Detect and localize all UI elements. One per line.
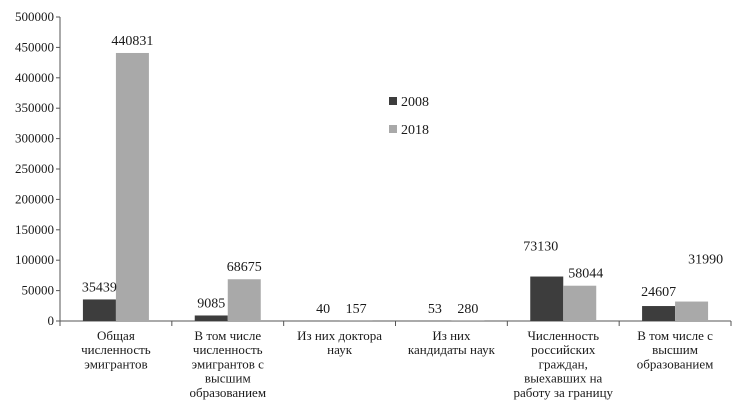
data-label-2008-4: 73130 [523, 240, 558, 255]
y-axis-ticks: 0 50000 100000 150000 200000 250000 300000 3500… [15, 9, 60, 328]
y-tick-label: 450000 [15, 39, 54, 54]
category-label-line: высшим [652, 342, 698, 357]
data-label-2008-1: 9085 [197, 296, 225, 311]
y-tick-label: 0 [48, 313, 55, 328]
legend-swatch-2018 [389, 125, 397, 133]
data-label-2018-4: 58044 [568, 267, 603, 282]
category-label-line: эмигрантов [84, 356, 147, 371]
category-label-line: российских [531, 342, 596, 357]
category-label-line: В том числе с [637, 328, 713, 343]
y-tick-label: 350000 [15, 100, 54, 115]
category-label-line: кандидаты наук [408, 342, 496, 357]
y-tick-label: 250000 [15, 161, 54, 176]
bar-2018-0 [115, 52, 149, 321]
bar-2008-0 [82, 299, 116, 321]
axes [59, 17, 732, 326]
y-tick-label: 150000 [15, 222, 54, 237]
data-label-2018-3: 280 [457, 302, 478, 317]
data-label-2018-1: 68675 [227, 260, 262, 275]
y-tick-label: 200000 [15, 191, 54, 206]
bar-2018-5 [675, 301, 709, 321]
data-label-2018-2: 157 [346, 302, 367, 317]
legend-swatch-2008 [389, 97, 397, 105]
bar-2018-4 [563, 285, 597, 321]
bar-2008-5 [642, 306, 676, 321]
legend-label-2008: 2008 [401, 95, 429, 110]
legend: 2008 2018 [389, 95, 429, 138]
y-tick-label: 50000 [22, 283, 55, 298]
category-label-line: высшим [205, 371, 251, 386]
category-label-line: Из них [432, 328, 471, 343]
category-label-line: работу за границу [513, 385, 613, 400]
data-label-2008-0: 35439 [82, 280, 117, 295]
bars [82, 52, 709, 321]
data-labels: 35439 440831 9085 68675 40 157 53 280 73130 58044… [82, 34, 723, 317]
category-label-line: наук [327, 342, 353, 357]
category-label-line: выехавших на [524, 371, 602, 386]
category-label-line: Из них доктора [297, 328, 382, 343]
bar-2008-1 [194, 315, 228, 321]
data-label-2018-5: 31990 [688, 253, 723, 268]
bar-2008-4 [530, 276, 564, 321]
bar-2018-1 [227, 279, 261, 321]
category-label-line: образованием [637, 356, 714, 371]
legend-label-2018: 2018 [401, 123, 429, 138]
category-label-line: численность [81, 342, 151, 357]
category-label-line: В том числе [194, 328, 261, 343]
y-tick-label: 500000 [15, 9, 54, 24]
category-label-line: Общая [97, 328, 135, 343]
data-label-2008-3: 53 [428, 302, 442, 317]
category-label-line: Численность [527, 328, 599, 343]
category-label-line: эмигрантов с [192, 356, 265, 371]
category-label-line: граждан, [539, 356, 588, 371]
data-label-2018-0: 440831 [111, 34, 153, 49]
category-label-line: образованием [189, 385, 266, 400]
y-tick-label: 400000 [15, 70, 54, 85]
data-label-2008-2: 40 [316, 302, 330, 317]
category-label-line: численность [193, 342, 263, 357]
data-label-2008-5: 24607 [641, 285, 676, 300]
y-tick-label: 300000 [15, 131, 54, 146]
y-tick-label: 100000 [15, 252, 54, 267]
